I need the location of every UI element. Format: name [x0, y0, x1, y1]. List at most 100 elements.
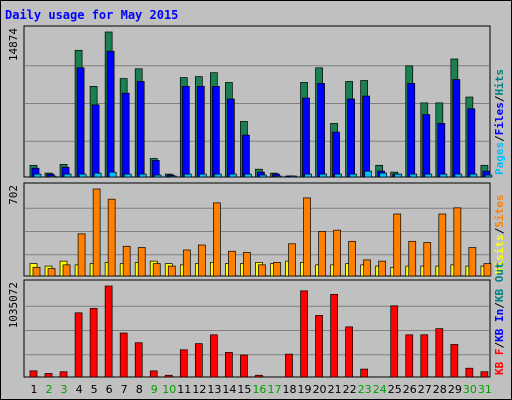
- bar-kb-f-day-13: [210, 334, 218, 378]
- bar-files-day-6: [106, 50, 115, 178]
- day-label-24: 24: [373, 383, 387, 396]
- bar-pages-day-14: [229, 173, 237, 178]
- bar-pages-day-1: [33, 173, 42, 178]
- bar-sites-day-14: [228, 250, 236, 277]
- bar-pages-day-17: [274, 175, 282, 178]
- bar-kb-f-day-6: [104, 285, 113, 378]
- legend-entry-kb-out: KB Out: [493, 262, 506, 302]
- bar-sites-day-2: [47, 268, 56, 277]
- bar-kb-f-day-26: [405, 334, 414, 378]
- bar-pages-day-29: [454, 173, 463, 178]
- day-label-12: 12: [192, 383, 206, 396]
- bar-pages-day-12: [198, 173, 207, 178]
- bar-pages-day-16: [259, 174, 267, 178]
- bar-files-day-14: [227, 98, 235, 178]
- bar-kb-f-day-11: [179, 349, 188, 378]
- bar-sites-day-16: [258, 264, 266, 277]
- day-label-26: 26: [403, 383, 417, 396]
- bar-sites-day-17: [273, 262, 281, 277]
- bar-sites-day-27: [423, 242, 432, 277]
- bar-files-day-15: [242, 134, 250, 178]
- legend-separator: /: [493, 227, 506, 234]
- bar-pages-day-4: [78, 173, 87, 178]
- bar-pages-day-24: [379, 172, 388, 178]
- bar-sites-day-6: [107, 198, 116, 277]
- legend-entry-kb-f: KB F: [493, 349, 506, 376]
- bar-kb-f-day-10: [164, 374, 173, 378]
- day-label-16: 16: [252, 383, 266, 396]
- bar-sites-day-5: [92, 188, 101, 277]
- bar-pages-day-15: [244, 173, 252, 178]
- legend-separator: /: [493, 342, 506, 349]
- chart-title: Daily usage for May 2015: [5, 8, 179, 22]
- bar-sites-day-19: [303, 197, 311, 277]
- day-label-27: 27: [418, 383, 432, 396]
- bar-sites-day-18: [288, 243, 296, 277]
- bar-files-day-8: [136, 81, 145, 178]
- bar-kb-f-day-27: [420, 334, 429, 378]
- bar-files-day-4: [76, 67, 85, 178]
- bar-files-day-22: [347, 98, 355, 178]
- day-label-18: 18: [283, 383, 297, 396]
- legend-hits: Pages/Files/Hits: [493, 69, 506, 175]
- day-label-2: 2: [46, 383, 53, 396]
- bar-kb-f-day-8: [134, 342, 143, 378]
- bar-kb-f-day-28: [435, 328, 444, 378]
- day-label-17: 17: [267, 383, 281, 396]
- bar-pages-day-6: [108, 171, 117, 178]
- bar-pages-day-23: [364, 170, 373, 178]
- bar-kb-f-day-18: [285, 353, 293, 378]
- day-label-6: 6: [106, 383, 113, 396]
- bar-files-day-13: [212, 85, 220, 178]
- bar-files-day-12: [196, 85, 205, 178]
- bar-sites-day-29: [453, 207, 462, 277]
- bar-kb-f-day-16: [255, 374, 263, 378]
- legend-separator: /: [493, 302, 506, 309]
- y-max-label-hits: 14874: [7, 28, 20, 61]
- day-label-5: 5: [91, 383, 98, 396]
- bar-pages-day-20: [319, 173, 327, 178]
- bar-kb-f-day-29: [450, 344, 459, 378]
- legend-entry-visits: Visits: [493, 234, 506, 274]
- bar-pages-day-18: [289, 175, 297, 178]
- day-label-4: 4: [76, 383, 83, 396]
- legend-separator: /: [493, 95, 506, 102]
- bar-kb-f-day-2: [44, 373, 53, 378]
- bar-pages-day-9: [153, 174, 162, 178]
- bar-files-day-9: [151, 160, 160, 178]
- day-label-29: 29: [448, 383, 462, 396]
- bar-sites-day-28: [438, 213, 447, 277]
- day-label-15: 15: [237, 383, 251, 396]
- bar-kb-f-day-21: [330, 294, 338, 378]
- bar-sites-day-31: [483, 263, 492, 277]
- bar-pages-day-3: [63, 173, 72, 178]
- bar-kb-f-day-9: [149, 370, 158, 378]
- bar-sites-day-4: [77, 233, 86, 277]
- bar-sites-day-11: [182, 249, 191, 277]
- bar-files-day-28: [437, 123, 446, 178]
- bar-kb-f-day-3: [59, 371, 68, 378]
- bar-pages-day-28: [439, 173, 448, 178]
- bar-sites-day-22: [348, 240, 356, 277]
- legend-visits: Visits/Sites: [493, 195, 506, 275]
- bar-pages-day-26: [409, 173, 418, 178]
- day-label-21: 21: [328, 383, 342, 396]
- bar-kb-f-day-12: [194, 343, 203, 378]
- bar-files-day-26: [407, 83, 416, 178]
- bar-pages-day-21: [334, 173, 342, 178]
- bar-pages-day-8: [138, 173, 147, 178]
- bar-kb-f-day-15: [240, 354, 248, 378]
- y-max-label-kb: 1035072: [7, 282, 20, 328]
- day-label-20: 20: [313, 383, 327, 396]
- bar-pages-day-30: [469, 173, 478, 178]
- day-label-11: 11: [177, 383, 191, 396]
- bar-files-day-30: [467, 108, 476, 178]
- day-label-9: 9: [151, 383, 158, 396]
- bar-pages-day-27: [424, 173, 433, 178]
- bar-kb-f-day-30: [465, 367, 474, 378]
- legend-entry-sites: Sites: [493, 195, 506, 228]
- bar-sites-day-8: [137, 247, 146, 277]
- bar-pages-day-11: [183, 173, 192, 178]
- day-label-31: 31: [478, 383, 492, 396]
- legend-entry-pages: Pages: [493, 142, 506, 175]
